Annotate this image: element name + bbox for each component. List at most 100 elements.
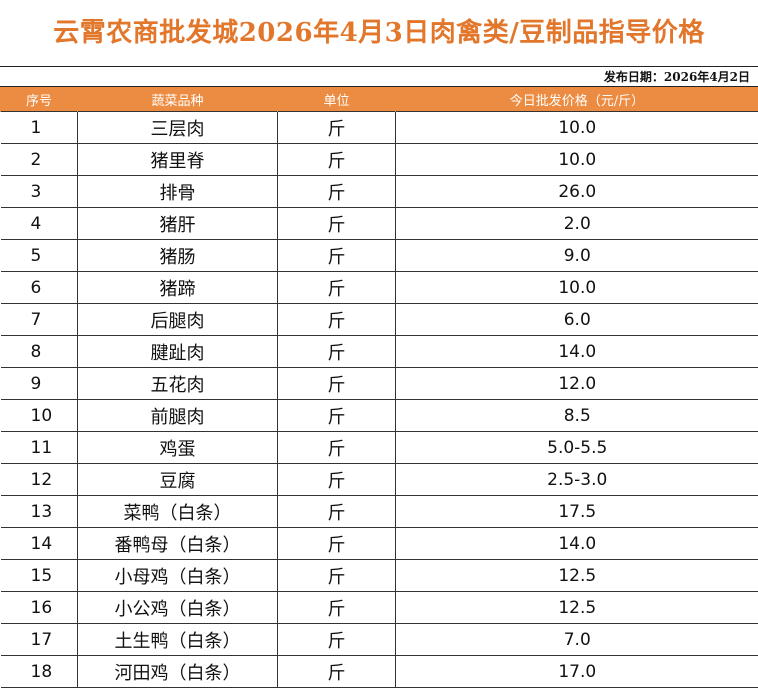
price-cell: 9.0 [396, 240, 758, 272]
price-cell: 26.0 [396, 176, 758, 208]
product-name: 鸡蛋 [78, 432, 278, 464]
product-name: 豆腐 [78, 464, 278, 496]
row-number: 2 [1, 144, 78, 176]
row-number: 13 [1, 496, 78, 528]
product-name: 排骨 [78, 176, 278, 208]
header-row: 序号 蔬菜品种 单位 今日批发价格（元/斤） [1, 87, 758, 112]
unit-cell: 斤 [278, 496, 396, 528]
price-cell: 5.0-5.5 [396, 432, 758, 464]
price-cell: 2.0 [396, 208, 758, 240]
product-name: 猪里脊 [78, 144, 278, 176]
price-cell: 17.5 [396, 496, 758, 528]
unit-cell: 斤 [278, 272, 396, 304]
product-name: 猪蹄 [78, 272, 278, 304]
unit-cell: 斤 [278, 144, 396, 176]
price-cell: 2.5-3.0 [396, 464, 758, 496]
row-number: 9 [1, 368, 78, 400]
price-cell: 10.0 [396, 272, 758, 304]
product-name: 番鸭母（白条） [78, 528, 278, 560]
price-cell: 10.0 [396, 144, 758, 176]
price-cell: 10.0 [396, 112, 758, 144]
unit-cell: 斤 [278, 240, 396, 272]
unit-cell: 斤 [278, 432, 396, 464]
row-number: 7 [1, 304, 78, 336]
unit-cell: 斤 [278, 336, 396, 368]
row-number: 10 [1, 400, 78, 432]
row-number: 12 [1, 464, 78, 496]
product-name: 腱趾肉 [78, 336, 278, 368]
unit-cell: 斤 [278, 592, 396, 624]
row-number: 1 [1, 112, 78, 144]
price-cell: 14.0 [396, 528, 758, 560]
product-name: 后腿肉 [78, 304, 278, 336]
price-cell: 17.0 [396, 656, 758, 688]
unit-cell: 斤 [278, 528, 396, 560]
row-number: 14 [1, 528, 78, 560]
unit-cell: 斤 [278, 208, 396, 240]
unit-cell: 斤 [278, 304, 396, 336]
column-header-unit: 单位 [278, 87, 396, 112]
product-name: 土生鸭（白条） [78, 624, 278, 656]
product-name: 前腿肉 [78, 400, 278, 432]
product-name: 小公鸡（白条） [78, 592, 278, 624]
unit-cell: 斤 [278, 112, 396, 144]
publish-date: 发布日期：2026年4月2日 [0, 67, 758, 87]
price-cell: 7.0 [396, 624, 758, 656]
price-cell: 12.5 [396, 592, 758, 624]
column-header-name: 蔬菜品种 [78, 87, 278, 112]
price-cell: 12.0 [396, 368, 758, 400]
unit-cell: 斤 [278, 400, 396, 432]
row-number: 6 [1, 272, 78, 304]
unit-cell: 斤 [278, 656, 396, 688]
row-number: 3 [1, 176, 78, 208]
unit-cell: 斤 [278, 464, 396, 496]
product-name: 小母鸡（白条） [78, 560, 278, 592]
price-cell: 8.5 [396, 400, 758, 432]
row-number: 5 [1, 240, 78, 272]
page-title: 云霄农商批发城2026年4月3日肉禽类/豆制品指导价格 [0, 0, 758, 67]
product-name: 猪肠 [78, 240, 278, 272]
product-name: 菜鸭（白条） [78, 496, 278, 528]
row-number: 11 [1, 432, 78, 464]
row-number: 4 [1, 208, 78, 240]
row-number: 15 [1, 560, 78, 592]
row-number: 8 [1, 336, 78, 368]
unit-cell: 斤 [278, 624, 396, 656]
product-name: 河田鸡（白条） [78, 656, 278, 688]
product-name: 三层肉 [78, 112, 278, 144]
unit-cell: 斤 [278, 176, 396, 208]
price-cell: 12.5 [396, 560, 758, 592]
column-header-no: 序号 [1, 87, 78, 112]
product-name: 五花肉 [78, 368, 278, 400]
unit-cell: 斤 [278, 560, 396, 592]
price-cell: 14.0 [396, 336, 758, 368]
row-number: 18 [1, 656, 78, 688]
table-header: 序号 蔬菜品种 单位 今日批发价格（元/斤） [1, 87, 758, 112]
price-cell: 6.0 [396, 304, 758, 336]
product-name: 猪肝 [78, 208, 278, 240]
row-number: 16 [1, 592, 78, 624]
column-header-price: 今日批发价格（元/斤） [396, 87, 758, 112]
row-number: 17 [1, 624, 78, 656]
